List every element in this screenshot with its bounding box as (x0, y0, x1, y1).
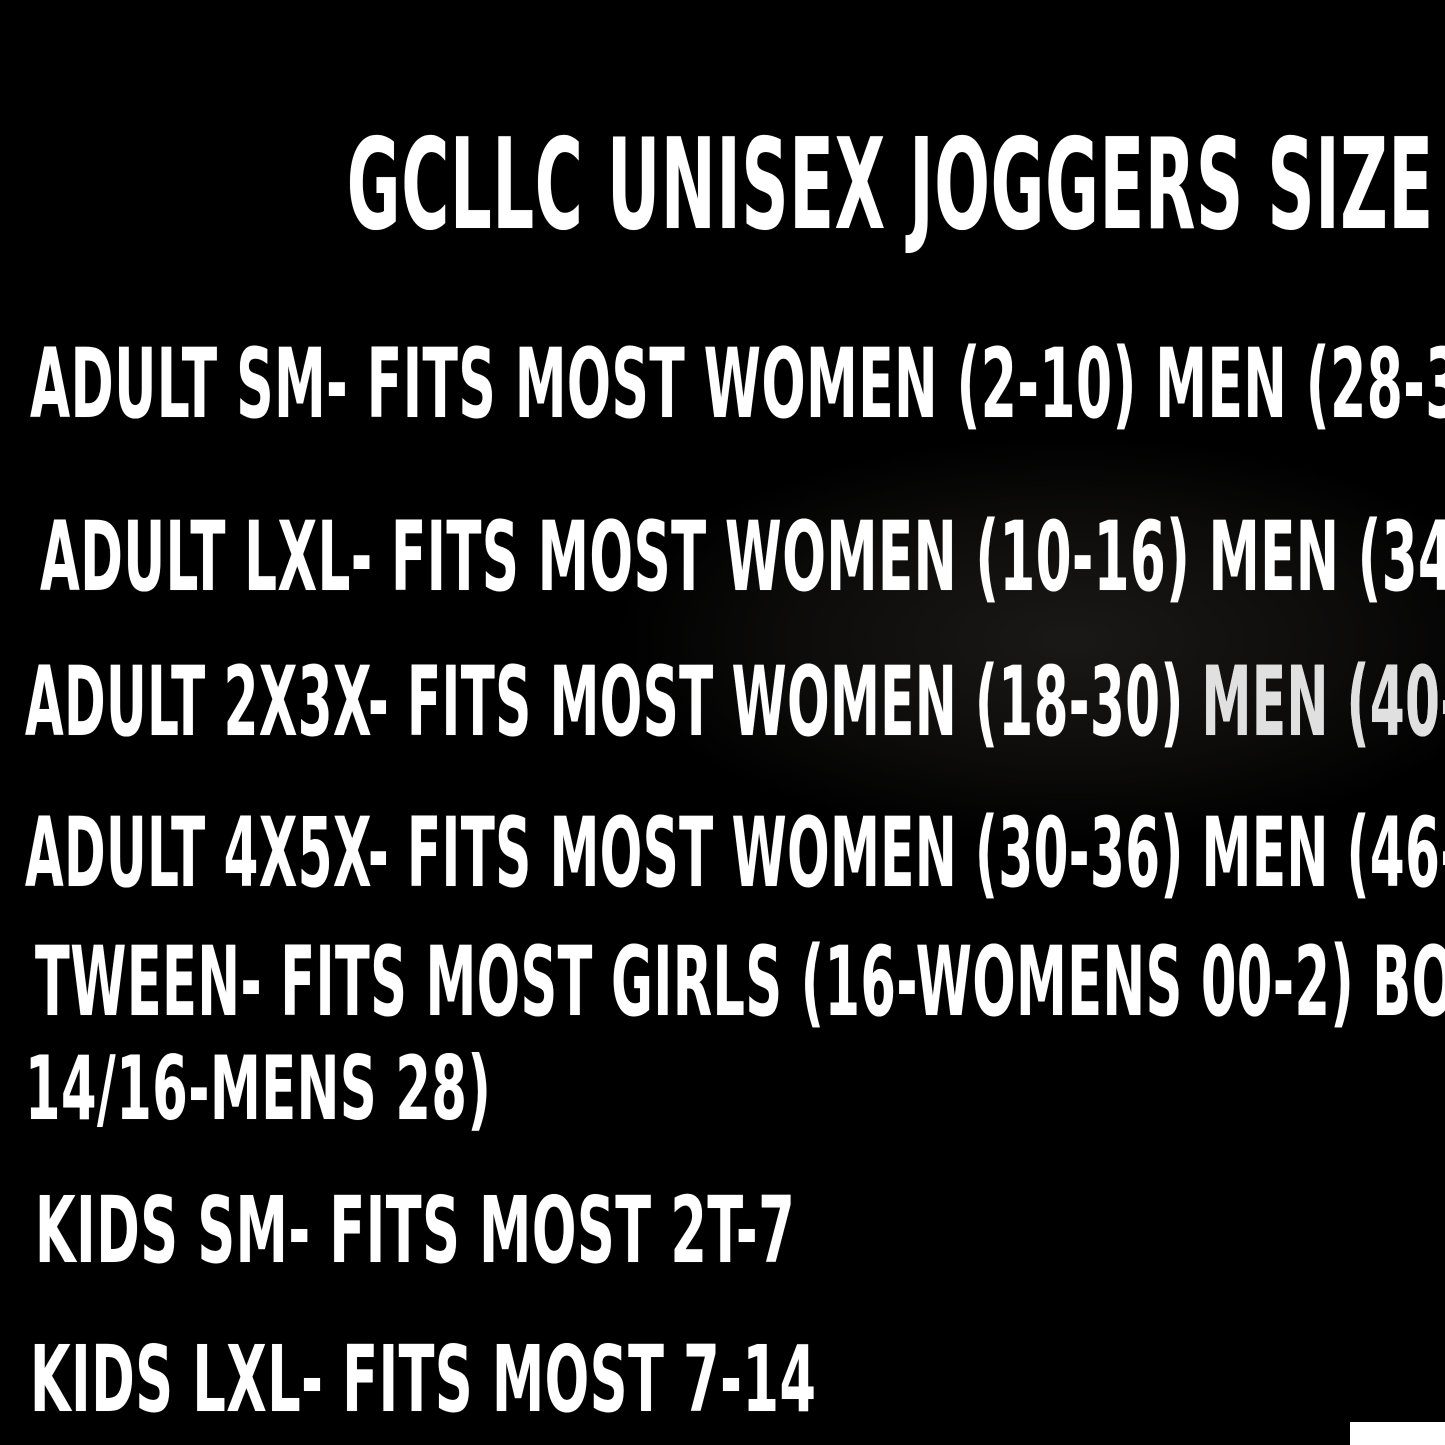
size-row-adult-2x3x-men: MEN (40-46) (1202, 646, 1445, 758)
size-row-tween: TWEEN- FITS MOST GIRLS (16-WOMENS 00-2) … (35, 926, 1445, 1038)
size-row-tween-continued: 14/16-MENS 28) (25, 1037, 492, 1140)
size-row-adult-lxl: ADULT LXL- FITS MOST WOMEN (10-16) MEN (… (40, 501, 1445, 613)
size-row-adult-sm: ADULT SM- FITS MOST WOMEN (2-10) MEN (28… (30, 328, 1445, 440)
size-row-kids-sm: KIDS SM- FITS MOST 2T-7 (35, 1177, 796, 1284)
size-row-adult-2x3x: ADULT 2X3X- FITS MOST WOMEN (18-30) MEN … (25, 654, 1445, 750)
size-row-adult-2x3x-main: ADULT 2X3X- FITS MOST WOMEN (18-30) (25, 646, 1202, 758)
page-title: GCLLC UNISEX JOGGERS SIZE CHART (346, 111, 1445, 258)
background-sheen (620, 440, 1445, 840)
size-row-kids-lxl: KIDS LXL- FITS MOST 7-14 (30, 1326, 817, 1433)
corner-artifact (1350, 1422, 1445, 1445)
size-row-adult-4x5x: ADULT 4X5X- FITS MOST WOMEN (30-36) MEN … (25, 797, 1445, 909)
